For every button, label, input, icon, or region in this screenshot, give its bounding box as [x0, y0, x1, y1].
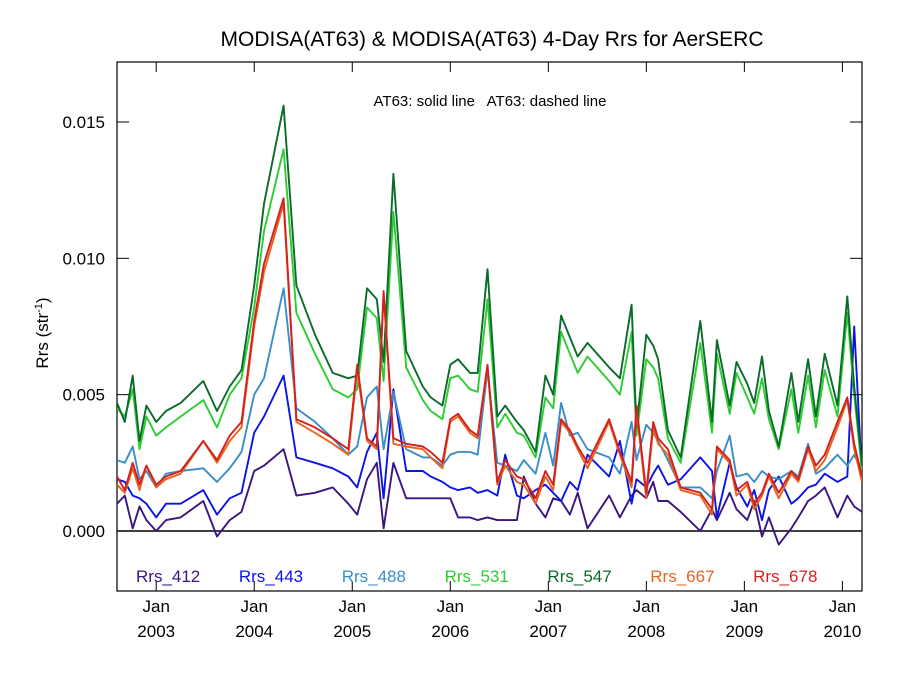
x-tick-label-month: Jan	[829, 597, 856, 616]
legend-entry-rrs-678: Rrs_678	[753, 567, 817, 586]
y-axis-label: Rrs (str-1)	[33, 297, 52, 368]
x-axis: Jan 2003 Jan 2004 Jan 2005 Jan 2006 Jan 2007 Jan 20…	[137, 62, 861, 641]
x-tick-label-month: Jan	[731, 597, 758, 616]
chart-title: MODISA(AT63) & MODISA(AT63) 4-Day Rrs fo…	[221, 28, 764, 51]
x-tick-label-month: Jan	[339, 597, 366, 616]
x-tick-label-month: Jan	[241, 597, 268, 616]
series-line-rrs-678	[117, 197, 862, 511]
legend-entry-rrs-531: Rrs_531	[445, 567, 509, 586]
line-style-annotation: AT63: solid line AT63: dashed line	[374, 93, 607, 110]
legend-entry-rrs-488: Rrs_488	[342, 567, 406, 586]
y-axis-label-superscript: -1	[33, 303, 45, 313]
legend-entry-rrs-547: Rrs_547	[547, 567, 611, 586]
legend-entry-rrs-412: Rrs_412	[136, 567, 200, 586]
x-tick-label-year: 2010	[823, 622, 861, 641]
y-tick-label: 0.010	[62, 249, 105, 268]
plot-frame	[116, 61, 863, 592]
x-tick-label-year: 2004	[235, 622, 273, 641]
series-line-rrs-547	[117, 104, 862, 466]
x-tick-label-month: Jan	[633, 597, 660, 616]
legend-entry-rrs-667: Rrs_667	[650, 567, 714, 586]
x-tick-label-month: Jan	[437, 597, 464, 616]
y-axis-label-main: Rrs (str	[33, 313, 52, 369]
x-tick-label-year: 2009	[725, 622, 763, 641]
y-tick-label: 0.000	[62, 522, 105, 541]
y-tick-label: 0.005	[62, 386, 105, 405]
series-group	[117, 104, 862, 546]
series-line-rrs-488	[117, 287, 862, 500]
legend: Rrs_412 Rrs_443 Rrs_488 Rrs_531 Rrs_547 Rrs_6…	[136, 567, 817, 586]
x-tick-label-month: Jan	[535, 597, 562, 616]
y-axis: 0.000 0.005 0.010 0.015	[62, 113, 862, 541]
series-line-rrs-531	[117, 148, 862, 472]
legend-entry-rrs-443: Rrs_443	[239, 567, 303, 586]
x-tick-label-year: 2005	[333, 622, 371, 641]
y-axis-label-close: )	[33, 297, 52, 303]
x-tick-label-year: 2008	[627, 622, 665, 641]
series-line-rrs-443	[117, 325, 862, 522]
x-tick-label-month: Jan	[142, 597, 169, 616]
y-tick-label: 0.015	[62, 113, 105, 132]
x-tick-label-year: 2007	[529, 622, 567, 641]
x-tick-label-year: 2003	[137, 622, 175, 641]
x-tick-label-year: 2006	[431, 622, 469, 641]
